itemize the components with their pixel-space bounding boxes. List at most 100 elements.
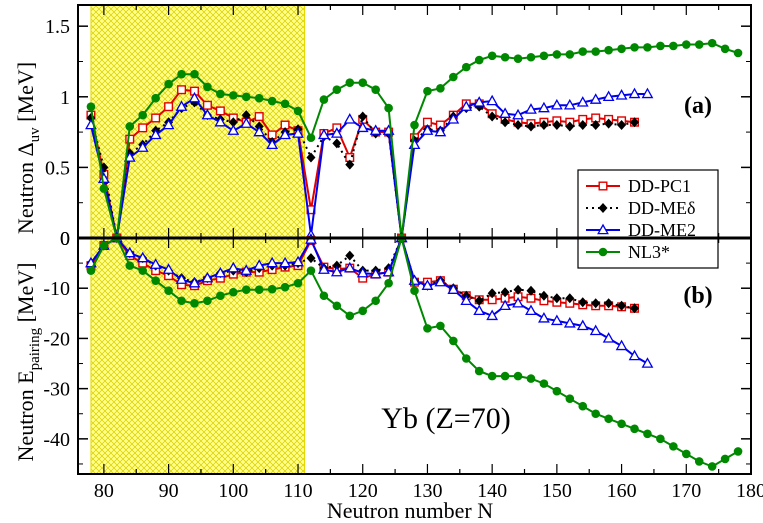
data-point — [177, 69, 186, 79]
data-point — [617, 419, 626, 429]
data-point — [512, 108, 524, 120]
data-point — [565, 293, 575, 304]
data-point — [486, 94, 499, 106]
data-point — [241, 110, 251, 121]
data-point — [512, 296, 524, 308]
data-point — [434, 125, 447, 137]
data-point — [99, 184, 109, 193]
data-point — [513, 371, 523, 381]
data-point — [175, 273, 188, 284]
data-point — [345, 250, 355, 261]
data-point — [615, 339, 628, 351]
data-point — [538, 312, 550, 323]
data-point — [306, 253, 316, 264]
data-point — [162, 263, 175, 274]
data-point — [279, 128, 291, 140]
data-point — [643, 429, 652, 439]
data-point — [552, 120, 562, 131]
data-point — [526, 52, 536, 62]
x-tick-label: 150 — [542, 480, 572, 502]
data-point — [306, 266, 316, 275]
data-point — [669, 41, 678, 51]
data-point — [162, 118, 175, 130]
data-point — [410, 286, 419, 296]
data-point — [371, 85, 380, 95]
legend-marker — [598, 247, 608, 257]
data-point — [188, 276, 201, 288]
data-point — [267, 96, 277, 106]
data-point — [253, 259, 266, 270]
data-point — [513, 54, 523, 63]
y-tick-label: 0 — [60, 228, 70, 250]
data-point — [371, 296, 380, 306]
data-point — [630, 303, 640, 314]
data-point — [240, 117, 253, 128]
data-point — [384, 278, 393, 288]
data-point — [550, 98, 563, 110]
data-point — [332, 138, 342, 149]
data-point — [487, 111, 497, 122]
data-point — [473, 96, 486, 107]
data-point — [538, 101, 550, 113]
data-point — [410, 120, 419, 130]
data-point — [345, 78, 355, 87]
data-point — [578, 401, 588, 411]
x-tick-label: 180 — [736, 480, 763, 502]
x-tick-label: 130 — [412, 480, 442, 502]
data-point — [436, 84, 445, 93]
data-point — [177, 85, 187, 95]
data-point — [589, 93, 602, 104]
data-point — [550, 314, 563, 326]
element-annotation: Yb (Z=70) — [381, 402, 510, 435]
data-point — [525, 103, 537, 114]
data-point — [630, 117, 640, 128]
data-point — [473, 304, 486, 316]
data-point — [149, 258, 162, 269]
data-point — [356, 121, 369, 133]
data-point — [694, 457, 704, 466]
data-point — [123, 151, 136, 162]
data-point — [628, 87, 641, 99]
data-point — [681, 40, 691, 49]
data-point — [330, 265, 343, 277]
data-point — [720, 44, 730, 54]
highlight-band — [90, 237, 305, 475]
data-point — [552, 386, 562, 396]
data-point — [369, 267, 382, 279]
data-point — [332, 260, 342, 271]
data-point — [280, 99, 290, 109]
data-point — [227, 261, 240, 273]
data-point — [499, 107, 512, 118]
data-point — [604, 414, 613, 424]
data-point — [487, 371, 497, 381]
y-tick-label: 1.5 — [45, 16, 70, 38]
data-point — [525, 304, 537, 316]
data-point — [317, 128, 330, 140]
data-point — [500, 287, 510, 298]
data-point — [421, 124, 434, 135]
data-point — [358, 111, 368, 122]
data-point — [602, 332, 615, 343]
data-point — [293, 106, 303, 116]
data-point — [434, 275, 447, 287]
data-point — [317, 263, 330, 274]
data-point — [99, 241, 109, 250]
data-point — [630, 43, 639, 52]
data-point — [500, 52, 510, 62]
data-point — [449, 336, 458, 346]
data-point — [447, 113, 460, 124]
data-point — [86, 102, 96, 111]
x-tick-label: 100 — [218, 480, 248, 502]
data-point — [292, 127, 304, 138]
data-point — [681, 449, 691, 459]
data-point — [591, 298, 601, 309]
data-point — [513, 120, 523, 131]
data-point — [151, 276, 160, 285]
data-point — [449, 72, 458, 82]
data-point — [151, 93, 160, 103]
data-point — [591, 409, 600, 419]
data-point — [356, 266, 369, 278]
data-point — [254, 285, 264, 295]
data-point — [656, 41, 665, 51]
